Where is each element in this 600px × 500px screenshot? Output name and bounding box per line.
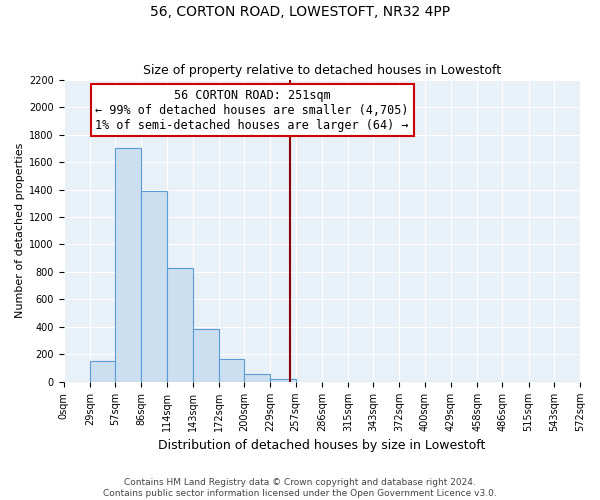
Bar <box>193 329 219 382</box>
Bar <box>141 191 167 382</box>
X-axis label: Distribution of detached houses by size in Lowestoft: Distribution of detached houses by size … <box>158 440 485 452</box>
Bar <box>115 148 141 382</box>
Bar <box>271 378 296 382</box>
Title: Size of property relative to detached houses in Lowestoft: Size of property relative to detached ho… <box>143 64 501 77</box>
Bar <box>167 268 193 382</box>
Bar <box>90 360 115 382</box>
Bar <box>219 360 244 382</box>
Text: 56, CORTON ROAD, LOWESTOFT, NR32 4PP: 56, CORTON ROAD, LOWESTOFT, NR32 4PP <box>150 5 450 19</box>
Text: 56 CORTON ROAD: 251sqm
← 99% of detached houses are smaller (4,705)
1% of semi-d: 56 CORTON ROAD: 251sqm ← 99% of detached… <box>95 88 409 132</box>
Text: Contains HM Land Registry data © Crown copyright and database right 2024.
Contai: Contains HM Land Registry data © Crown c… <box>103 478 497 498</box>
Bar <box>244 374 271 382</box>
Y-axis label: Number of detached properties: Number of detached properties <box>15 143 25 318</box>
